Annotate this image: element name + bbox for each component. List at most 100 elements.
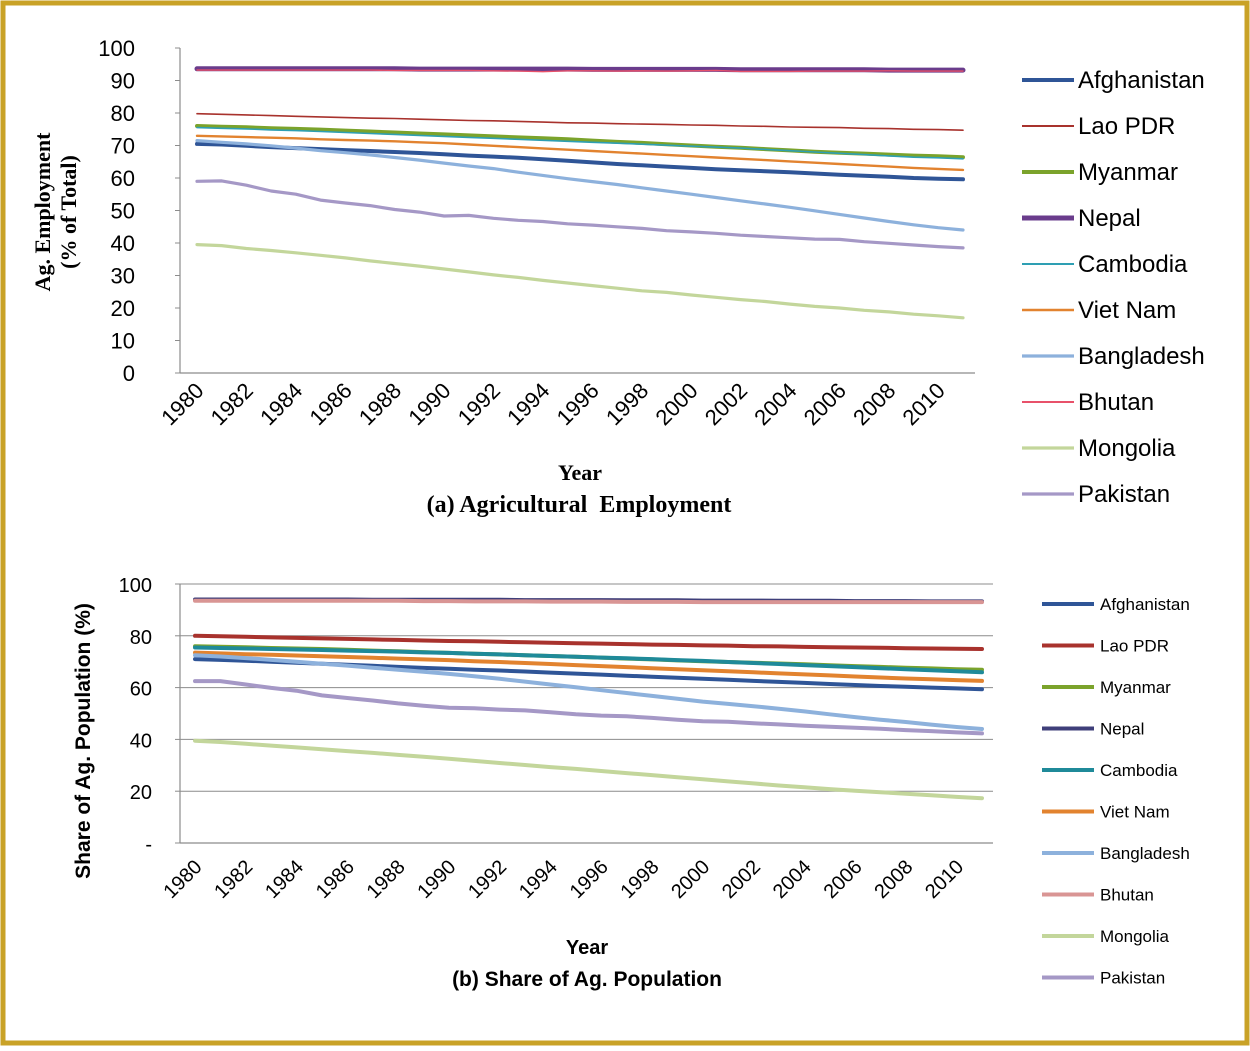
legend-label-myanmar: Myanmar xyxy=(1078,159,1178,186)
x-tick-label: 2002 xyxy=(700,378,752,430)
legend-label-bangladesh: Bangladesh xyxy=(1100,844,1190,863)
chart-b-ylabel: Share of Ag. Population (%) xyxy=(72,603,95,879)
series-line-pakistan xyxy=(195,179,965,250)
x-tick-label: 1996 xyxy=(566,856,613,903)
x-tick-label: 1992 xyxy=(453,378,505,430)
y-tick-label: - xyxy=(145,834,152,856)
chart-b-series-lines xyxy=(193,597,984,801)
chart-b-legend: Afghanistan Lao PDR Myanmar Nepal Cambodia Vi… xyxy=(1042,595,1190,988)
x-tick-label: 2004 xyxy=(749,378,801,430)
y-tick-label: 40 xyxy=(130,730,152,752)
legend-label-cambodia: Cambodia xyxy=(1078,251,1188,278)
x-tick-label: 1996 xyxy=(552,378,604,430)
x-tick-label: 2000 xyxy=(650,378,702,430)
y-tick-label: 10 xyxy=(111,329,135,354)
series-line-viet-nam xyxy=(195,134,965,172)
legend-label-bhutan: Bhutan xyxy=(1100,886,1154,905)
legend-label-viet-nam: Viet Nam xyxy=(1078,297,1176,324)
legend-label-bhutan: Bhutan xyxy=(1078,389,1154,416)
x-tick-label: 2008 xyxy=(848,378,900,430)
x-tick-label: 1988 xyxy=(363,856,410,903)
legend-label-pakistan: Pakistan xyxy=(1100,969,1165,988)
legend-label-afghanistan: Afghanistan xyxy=(1078,67,1205,94)
y-tick-label: 0 xyxy=(123,361,135,386)
series-line-bhutan xyxy=(193,598,984,605)
x-tick-label: 1988 xyxy=(354,378,406,430)
chart-a-axes xyxy=(175,47,975,374)
x-tick-label: 1998 xyxy=(601,378,653,430)
y-tick-label: 20 xyxy=(111,296,135,321)
x-tick-label: 1984 xyxy=(261,856,308,903)
legend-label-bangladesh: Bangladesh xyxy=(1078,343,1205,370)
x-tick-label: 1984 xyxy=(255,378,307,430)
chart-a-xlabel: Year xyxy=(558,460,602,485)
series-line-lao-pdr xyxy=(196,112,964,131)
x-tick-label: 1994 xyxy=(515,856,562,903)
series-line-bhutan xyxy=(196,69,964,73)
x-tick-label: 2004 xyxy=(769,856,816,903)
legend-label-mongolia: Mongolia xyxy=(1100,927,1170,946)
legend-label-nepal: Nepal xyxy=(1078,205,1141,232)
y-tick-label: 100 xyxy=(119,575,152,597)
y-tick-label: 100 xyxy=(98,36,135,61)
series-line-bangladesh xyxy=(195,139,965,232)
series-line-bangladesh xyxy=(193,653,984,731)
series-line-cambodia xyxy=(193,645,984,675)
chart-a-legend: Afghanistan Lao PDR Myanmar Nepal Cambodia Vi… xyxy=(1022,67,1205,508)
legend-label-nepal: Nepal xyxy=(1100,720,1144,739)
y-tick-label: 60 xyxy=(130,679,152,701)
x-tick-label: 2006 xyxy=(820,856,867,903)
chart-b-xlabel: Year xyxy=(566,937,608,959)
y-tick-label: 20 xyxy=(130,782,152,804)
series-line-mongolia xyxy=(195,243,965,320)
y-tick-label: 50 xyxy=(111,199,135,224)
chart-share-ag-population: - 20 40 60 80 100 1980 1982 1984 1986 1988 1990 199… xyxy=(72,575,1190,991)
legend-label-afghanistan: Afghanistan xyxy=(1100,595,1190,614)
x-tick-label: 2006 xyxy=(799,378,851,430)
x-tick-label: 1994 xyxy=(502,378,554,430)
x-tick-label: 1990 xyxy=(413,856,460,903)
x-tick-label: 2008 xyxy=(870,856,917,903)
legend-label-lao-pdr: Lao PDR xyxy=(1100,637,1169,656)
chart-b-x-tick-labels: 1980 1982 1984 1986 1988 1990 1992 1994 1996 1998… xyxy=(160,856,969,903)
x-tick-label: 1982 xyxy=(206,378,258,430)
series-line-mongolia xyxy=(193,738,984,801)
y-tick-label: 40 xyxy=(111,231,135,256)
y-tick-label: 90 xyxy=(111,69,135,94)
y-tick-label: 60 xyxy=(111,166,135,191)
legend-label-pakistan: Pakistan xyxy=(1078,481,1170,508)
series-line-afghanistan xyxy=(195,141,965,182)
x-tick-label: 1990 xyxy=(403,378,455,430)
chart-a-ylabel-line2: (% of Total) xyxy=(56,155,81,269)
legend-label-lao-pdr: Lao PDR xyxy=(1078,113,1175,140)
x-tick-label: 2010 xyxy=(921,856,968,903)
series-line-nepal xyxy=(194,66,966,73)
chart-b-y-tick-labels: - 20 40 60 80 100 xyxy=(119,575,152,856)
series-line-viet-nam xyxy=(193,650,984,683)
legend-label-mongolia: Mongolia xyxy=(1078,435,1176,462)
series-line-cambodia xyxy=(196,126,964,160)
chart-b-title: (b) Share of Ag. Population xyxy=(452,968,722,991)
x-tick-label: 2002 xyxy=(718,856,765,903)
chart-a-x-tick-labels: 1980198219841986198819901992199419961998… xyxy=(156,378,950,430)
chart-b-axes xyxy=(175,583,993,844)
chart-a-y-tick-labels: 0 10 20 30 40 50 60 70 80 90 100 xyxy=(98,36,135,386)
x-tick-label: 2010 xyxy=(898,378,950,430)
x-tick-label: 1998 xyxy=(616,856,663,903)
y-tick-label: 80 xyxy=(130,627,152,649)
chart-a-title: (a) Agricultural Employment xyxy=(427,492,732,518)
x-tick-label: 2000 xyxy=(667,856,714,903)
legend-label-cambodia: Cambodia xyxy=(1100,761,1178,780)
legend-label-viet-nam: Viet Nam xyxy=(1100,803,1170,822)
chart-a-series-lines xyxy=(194,66,966,320)
x-tick-label: 1992 xyxy=(464,856,511,903)
series-line-lao-pdr xyxy=(193,633,984,651)
series-line-pakistan xyxy=(193,679,984,736)
x-tick-label: 1986 xyxy=(312,856,359,903)
chart-a-ylabel-line1: Ag. Employment xyxy=(30,132,55,292)
x-tick-label: 1986 xyxy=(305,378,357,430)
